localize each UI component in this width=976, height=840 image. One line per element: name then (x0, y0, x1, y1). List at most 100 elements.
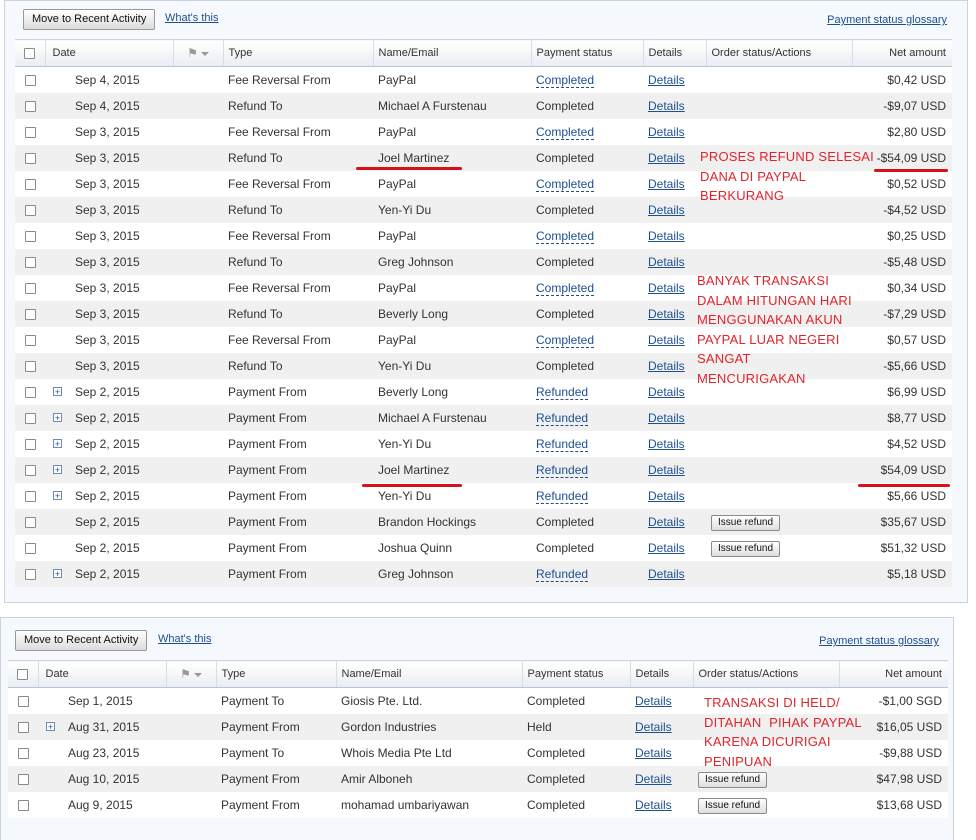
table-row: + Aug 31, 2015 Payment From Gordon Industri… (8, 714, 948, 740)
row-checkbox[interactable] (24, 361, 36, 373)
details-link[interactable]: Details (635, 772, 672, 786)
details-link[interactable]: Details (648, 151, 685, 165)
row-checkbox[interactable] (17, 748, 29, 760)
row-checkbox[interactable] (24, 465, 36, 477)
payment-status-text: Completed (536, 255, 595, 269)
row-checkbox[interactable] (17, 722, 29, 734)
expand-plus-icon[interactable]: + (53, 491, 62, 502)
table-row: Sep 3, 2015 Refund To Joel Martinez Complet… (15, 145, 952, 171)
row-checkbox[interactable] (24, 569, 36, 581)
row-checkbox[interactable] (24, 205, 36, 217)
flag-filter[interactable]: ⚑ (165, 660, 216, 688)
whats-this-link[interactable]: What's this (165, 12, 219, 24)
row-checkbox[interactable] (17, 696, 29, 708)
details-link[interactable]: Details (648, 411, 685, 425)
details-link[interactable]: Details (648, 385, 685, 399)
details-link[interactable]: Details (635, 798, 672, 812)
details-link[interactable]: Details (648, 177, 685, 191)
details-link[interactable]: Details (648, 229, 685, 243)
issue-refund-button[interactable]: Issue refund (698, 797, 768, 814)
expand-plus-icon[interactable]: + (53, 413, 62, 424)
payment-status-link[interactable]: Completed (536, 125, 595, 140)
payment-status-link[interactable]: Completed (536, 73, 595, 88)
details-link[interactable]: Details (648, 73, 685, 87)
annotation-held-transaction: TRANSAKSI DI HELD/ DITAHAN PIHAK PAYPAL … (704, 695, 862, 769)
details-link[interactable]: Details (648, 333, 685, 347)
expand-plus-icon[interactable]: + (53, 439, 62, 450)
row-name: Joel Martinez (373, 145, 531, 171)
row-checkbox[interactable] (24, 491, 36, 503)
row-checkbox[interactable] (17, 800, 29, 812)
row-checkbox[interactable] (24, 127, 36, 139)
payment-status-link[interactable]: Refunded (536, 411, 589, 426)
payment-status-link[interactable]: Refunded (536, 489, 589, 504)
payment-status-link[interactable]: Completed (536, 177, 595, 192)
move-to-recent-activity-button[interactable]: Move to Recent Activity (15, 630, 148, 651)
payment-status-glossary-link[interactable]: Payment status glossary (819, 635, 939, 647)
expand-plus-icon[interactable]: + (53, 387, 62, 398)
payment-status-link[interactable]: Completed (536, 229, 595, 244)
row-checkbox[interactable] (24, 413, 36, 425)
details-link[interactable]: Details (648, 125, 685, 139)
details-link[interactable]: Details (648, 281, 685, 295)
column-date[interactable]: Date (37, 660, 166, 688)
table-row: Sep 3, 2015 Fee Reversal From PayPal Comple… (15, 171, 952, 197)
row-checkbox[interactable] (24, 309, 36, 321)
payment-status-link[interactable]: Completed (536, 281, 595, 296)
payment-status-link[interactable]: Completed (536, 333, 595, 348)
select-all-checkbox[interactable] (24, 47, 36, 59)
details-link[interactable]: Details (648, 307, 685, 321)
expand-plus-icon[interactable]: + (53, 465, 62, 476)
whats-this-link[interactable]: What's this (158, 633, 212, 645)
payment-status-link[interactable]: Refunded (536, 567, 589, 582)
row-type: Fee Reversal From (228, 125, 331, 139)
move-to-recent-activity-button[interactable]: Move to Recent Activity (23, 9, 156, 30)
row-checkbox[interactable] (24, 517, 36, 529)
payment-status-link[interactable]: Refunded (536, 385, 589, 400)
details-link[interactable]: Details (648, 437, 685, 451)
row-net-amount: $47,98 USD (839, 766, 948, 792)
details-link[interactable]: Details (648, 567, 685, 581)
column-payment-status: Payment status (521, 660, 630, 688)
row-name: Yen-Yi Du (373, 197, 531, 223)
payment-status-glossary-link[interactable]: Payment status glossary (827, 14, 947, 26)
select-all-checkbox[interactable] (17, 668, 29, 680)
details-link[interactable]: Details (648, 515, 685, 529)
details-link[interactable]: Details (635, 746, 672, 760)
row-checkbox[interactable] (24, 231, 36, 243)
payment-status-link[interactable]: Refunded (536, 437, 589, 452)
row-checkbox[interactable] (24, 179, 36, 191)
details-link[interactable]: Details (648, 359, 685, 373)
row-name: PayPal (378, 125, 417, 139)
issue-refund-button[interactable]: Issue refund (711, 540, 781, 557)
flag-filter[interactable]: ⚑ (172, 39, 223, 67)
row-date: Sep 1, 2015 (68, 694, 133, 708)
transactions-table: Date ⚑ Type Name/Email Payment status De… (8, 660, 948, 818)
row-checkbox[interactable] (24, 387, 36, 399)
row-checkbox[interactable] (24, 153, 36, 165)
row-name: Brandon Hockings (373, 509, 531, 535)
row-checkbox[interactable] (24, 439, 36, 451)
payment-status-link[interactable]: Refunded (536, 463, 589, 478)
expand-plus-icon[interactable]: + (46, 722, 55, 733)
row-type: Payment From (223, 561, 373, 587)
row-checkbox[interactable] (24, 335, 36, 347)
row-checkbox[interactable] (24, 257, 36, 269)
column-date[interactable]: Date (44, 39, 173, 67)
details-link[interactable]: Details (635, 694, 672, 708)
details-link[interactable]: Details (648, 489, 685, 503)
row-checkbox[interactable] (17, 774, 29, 786)
row-checkbox[interactable] (24, 283, 36, 295)
expand-plus-icon[interactable]: + (53, 569, 62, 580)
row-checkbox[interactable] (24, 75, 36, 87)
details-link[interactable]: Details (648, 99, 685, 113)
details-link[interactable]: Details (648, 255, 685, 269)
details-link[interactable]: Details (635, 720, 672, 734)
details-link[interactable]: Details (648, 541, 685, 555)
row-checkbox[interactable] (24, 101, 36, 113)
issue-refund-button[interactable]: Issue refund (698, 771, 768, 788)
row-checkbox[interactable] (24, 543, 36, 555)
details-link[interactable]: Details (648, 203, 685, 217)
details-link[interactable]: Details (648, 463, 685, 477)
issue-refund-button[interactable]: Issue refund (711, 514, 781, 531)
